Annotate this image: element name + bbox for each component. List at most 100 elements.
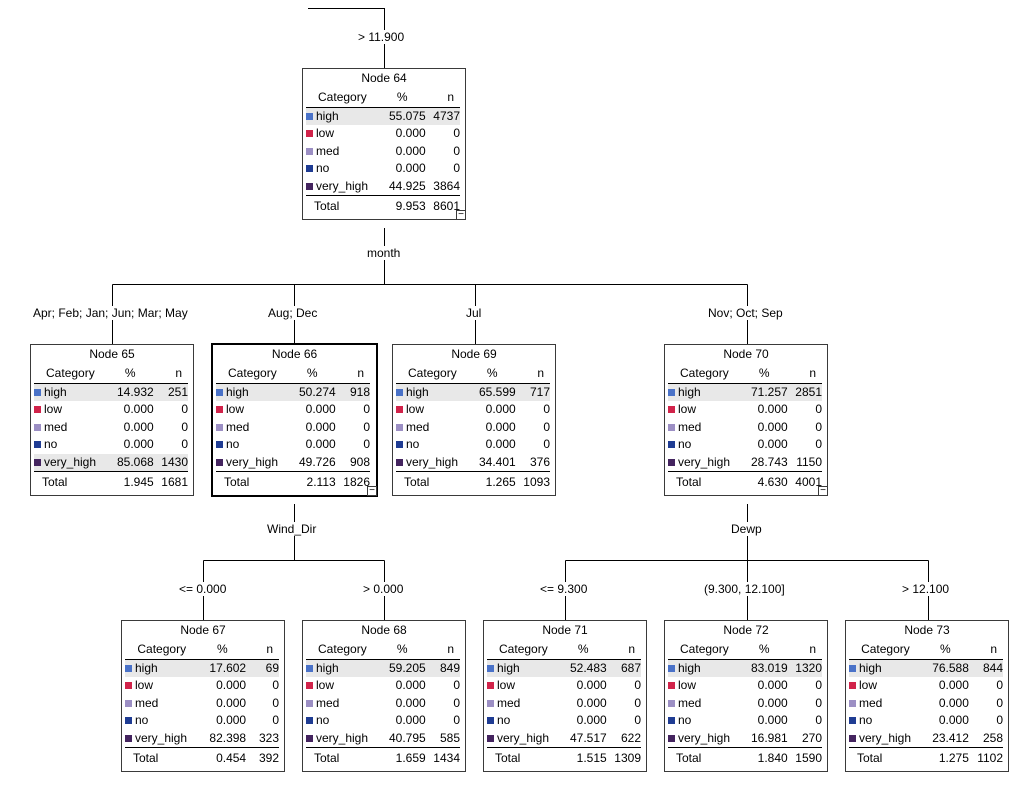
category-row: high 65.599 717 [396, 383, 550, 401]
category-count: 0 [363, 402, 370, 417]
total-count: 392 [246, 747, 279, 768]
category-swatch-med [306, 699, 313, 707]
category-count: 69 [246, 659, 279, 677]
node-table-header: Category% n [216, 365, 370, 384]
category-swatch-med [396, 423, 403, 431]
total-percent: 1.659 [378, 747, 426, 768]
node-68[interactable]: Node 68 Category% n high 59.205 849 low 0.000 0 m… [302, 620, 466, 772]
category-row: no 0.000 0 [487, 712, 641, 730]
node-65[interactable]: Node 65 Category% n high 14.932 251 low 0.000 0 m… [30, 344, 194, 496]
total-percent: 0.454 [198, 747, 247, 768]
category-count: 687 [606, 659, 641, 677]
header-n: n [968, 641, 1003, 660]
total-label: Total [216, 471, 289, 492]
category-label: very_high [678, 454, 731, 469]
category-percent: 0.000 [757, 419, 788, 434]
total-row: Total 0.454 392 [125, 747, 279, 768]
category-row: very_high 40.795 585 [306, 730, 460, 748]
category-row: high 17.602 69 [125, 659, 279, 677]
category-count: 0 [453, 143, 460, 158]
category-row: low 0.000 0 [396, 401, 550, 419]
node-64[interactable]: Node 64 Category% n high 55.075 4737 low 0.000 0… [302, 68, 466, 220]
category-percent: 0.000 [216, 713, 247, 728]
category-row: med 0.000 0 [216, 419, 370, 437]
node-title: Node 64 [361, 71, 407, 85]
category-percent: 0.000 [938, 695, 969, 710]
category-label: no [226, 437, 240, 452]
category-percent: 0.000 [576, 678, 607, 693]
node-table-header: Category% n [396, 365, 550, 384]
category-percent: 52.483 [559, 659, 607, 677]
node-title: Node 68 [361, 623, 407, 637]
category-swatch-low [306, 682, 313, 690]
category-count: 0 [543, 437, 550, 452]
collapse-toggle-button[interactable]: − [367, 486, 377, 496]
category-swatch-med [306, 147, 313, 155]
category-percent: 34.401 [478, 454, 516, 469]
category-swatch-no [396, 441, 403, 449]
total-percent: 1.275 [921, 747, 969, 768]
category-count: 0 [453, 161, 460, 176]
total-count: 1102 [968, 747, 1003, 768]
total-label: Total [668, 747, 741, 768]
category-row: high 14.932 251 [34, 383, 188, 401]
category-count: 0 [634, 695, 641, 710]
category-row: med 0.000 0 [487, 695, 641, 713]
header-category: Category [849, 641, 922, 660]
category-row: very_high 85.068 1430 [34, 453, 188, 472]
category-label: low [316, 678, 335, 693]
category-label: very_high [44, 454, 97, 469]
category-row: no 0.000 0 [216, 436, 370, 454]
category-percent: 0.000 [938, 713, 969, 728]
node-72[interactable]: Node 72 Category% n high 83.019 1320 low 0.000 0… [664, 620, 828, 772]
total-row: Total 1.659 1434 [306, 747, 460, 768]
category-label: low [678, 402, 697, 417]
header-percent: % [921, 641, 969, 660]
node-70[interactable]: Node 70 Category% n high 71.257 2851 low 0.000 0… [664, 344, 828, 496]
category-count: 0 [363, 419, 370, 434]
category-percent: 0.000 [395, 713, 426, 728]
node-title: Node 73 [904, 623, 950, 637]
header-category: Category [216, 365, 289, 384]
node-69[interactable]: Node 69 Category% n high 65.599 717 low 0.000 0 m… [392, 344, 556, 496]
category-label: very_high [406, 454, 459, 469]
split-label-wind-dir: Wind_Dir [266, 522, 318, 536]
category-label: low [678, 678, 697, 693]
category-label: low [226, 402, 245, 417]
node-table: Category% n high 71.257 2851 low 0.000 0 med 0.00… [668, 365, 822, 492]
category-percent: 0.000 [123, 402, 154, 417]
category-row: low 0.000 0 [216, 401, 370, 419]
node-73[interactable]: Node 73 Category% n high 76.588 844 low 0.000 0 m… [845, 620, 1009, 772]
category-label: low [497, 678, 516, 693]
category-percent: 0.000 [395, 695, 426, 710]
category-swatch-med [216, 423, 223, 431]
category-label: very_high [678, 730, 731, 745]
node-66[interactable]: Node 66 Category% n high 50.274 918 low 0.000 0 m… [211, 343, 378, 497]
header-percent: % [378, 89, 426, 108]
node-67[interactable]: Node 67 Category% n high 17.602 69 low 0.000 0 me… [121, 620, 285, 772]
category-count: 1430 [153, 453, 188, 472]
total-count: 8601 [425, 195, 460, 216]
total-label: Total [306, 747, 379, 768]
node-71[interactable]: Node 71 Category% n high 52.483 687 low 0.000 0 m… [483, 620, 647, 772]
category-row: no 0.000 0 [396, 436, 550, 454]
category-count: 622 [620, 730, 641, 745]
category-row: very_high 16.981 270 [668, 730, 822, 748]
category-swatch-very_high [396, 458, 403, 466]
category-swatch-low [668, 406, 675, 414]
category-percent: 28.743 [750, 454, 788, 469]
collapse-toggle-button[interactable]: − [456, 210, 466, 220]
category-row: high 55.075 4737 [306, 107, 460, 125]
category-swatch-very_high [668, 734, 675, 742]
node-table-header: Category% n [125, 641, 279, 660]
total-percent: 4.630 [740, 471, 788, 492]
category-swatch-high [216, 388, 223, 396]
category-swatch-med [487, 699, 494, 707]
header-percent: % [559, 641, 607, 660]
total-label: Total [396, 471, 469, 492]
category-count: 0 [272, 695, 279, 710]
category-label: high [135, 660, 158, 675]
total-count: 4001 [787, 471, 822, 492]
collapse-toggle-button[interactable]: − [818, 486, 828, 496]
